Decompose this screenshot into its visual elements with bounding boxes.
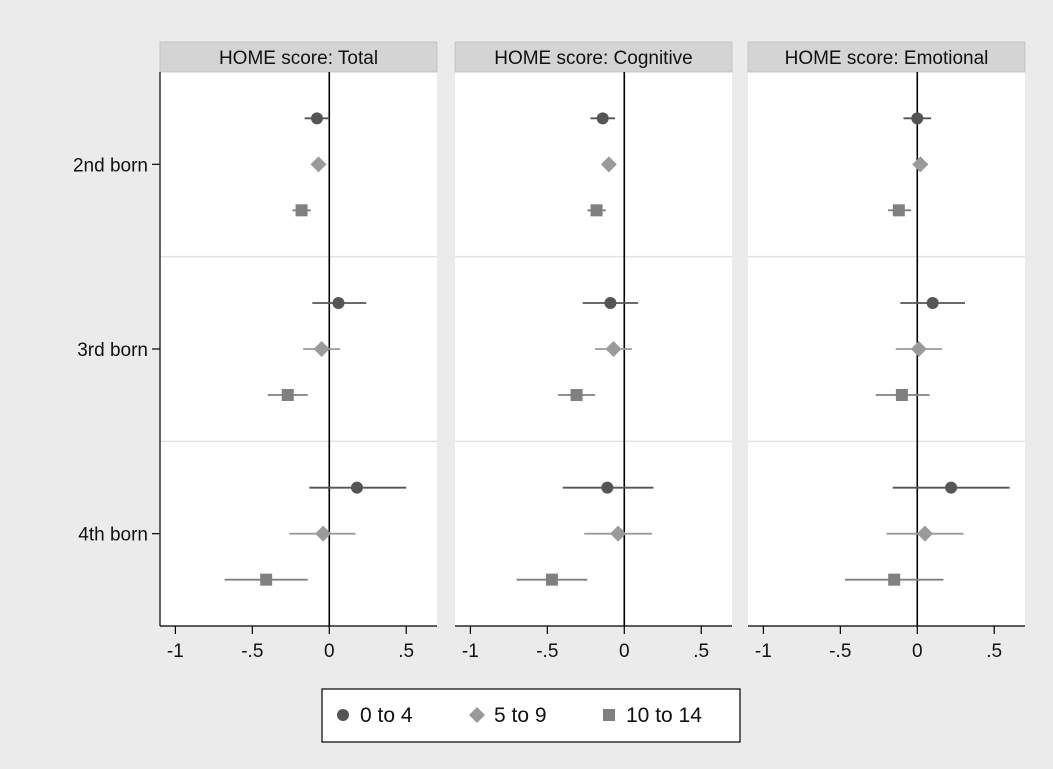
panel-1-4th-born-0-to-4-point — [350, 481, 363, 494]
legend-10-to-14-label: 10 to 14 — [626, 704, 702, 727]
panel-2-2nd-born-0-to-4-point — [596, 112, 609, 125]
panel-2-plot-area — [455, 72, 732, 626]
panel-2-x-tick-label: .5 — [693, 641, 709, 662]
panel-3: HOME score: Emotional -1 -.5 0 .5 — [747, 41, 1026, 662]
panel-2-x-tick-label: -1 — [462, 641, 479, 662]
legend-0-to-4-label: 0 to 4 — [360, 704, 413, 727]
panel-1: HOME score: Total -1 -.5 0 .5 2nd born 3rd bor… — [73, 41, 438, 662]
panel-3-2nd-born-5-to-9-point — [912, 156, 929, 173]
legend-10-to-14-marker — [603, 709, 615, 721]
panel-3-strip — [747, 41, 1026, 73]
panel-1-x-tick-label: -1 — [167, 641, 184, 662]
y-tick-label-4th-born: 4th born — [78, 525, 148, 546]
panel-1-x-tick-label: .5 — [398, 641, 414, 662]
panel-1-strip — [159, 41, 438, 73]
panel-3-4th-born-0-to-4-point — [945, 481, 958, 494]
panel-2-title: HOME score: Cognitive — [494, 48, 693, 69]
legend-0-to-4-marker — [337, 709, 349, 721]
panel-1-4th-born-10-to-14-point — [260, 573, 273, 586]
panel-1-2nd-born-0-to-4-point — [310, 112, 323, 125]
legend-box — [321, 688, 741, 743]
panel-2-4th-born-10-to-14-point — [545, 573, 558, 586]
panel-3-3rd-born-10-to-14-point — [895, 389, 908, 401]
panel-1-3rd-born-5-to-9-point — [313, 341, 330, 357]
panel-2-4th-born-0-to-4-point — [601, 481, 614, 494]
panel-2-4th-born-5-to-9-point — [610, 525, 627, 542]
y-tick-label-3rd-born: 3rd born — [77, 340, 148, 361]
panel-3-2nd-born-10-to-14-point — [892, 204, 905, 217]
panel-3-4th-born-10-to-14-point — [888, 573, 901, 586]
y-tick-label-2nd-born: 2nd born — [73, 155, 148, 176]
panel-1-3rd-born-0-to-4-point — [332, 297, 345, 309]
panel-1-2nd-born-5-to-9-point — [310, 156, 327, 173]
panel-3-x-tick-label: -1 — [755, 641, 772, 662]
panel-3-3rd-born-0-to-4-point — [926, 297, 939, 309]
panel-1-plot-area — [160, 72, 437, 626]
panel-2-x-tick-label: 0 — [619, 641, 630, 662]
panel-3-3rd-born-5-to-9-point — [910, 341, 927, 357]
panel-1-3rd-born-10-to-14-point — [281, 389, 294, 401]
panel-3-plot-area — [748, 72, 1025, 626]
panel-2-3rd-born-5-to-9-point — [605, 341, 622, 357]
panel-2-2nd-born-10-to-14-point — [590, 204, 603, 217]
panel-1-4th-born-5-to-9-point — [315, 525, 332, 542]
panel-3-x-tick-label: .5 — [986, 641, 1002, 662]
panel-2: HOME score: Cognitive -1 -.5 0 .5 — [454, 41, 733, 662]
panel-1-2nd-born-10-to-14-point — [295, 204, 308, 217]
panel-2-3rd-born-10-to-14-point — [570, 389, 583, 401]
panel-3-4th-born-5-to-9-point — [916, 525, 933, 542]
panel-3-2nd-born-0-to-4-point — [911, 112, 924, 125]
panel-1-title: HOME score: Total — [219, 48, 378, 69]
panel-3-x-tick-label: 0 — [912, 641, 923, 662]
panel-3-title: HOME score: Emotional — [785, 48, 989, 69]
panel-2-x-tick-label: -.5 — [536, 641, 558, 662]
legend: 0 to 4 5 to 9 10 to 14 — [321, 688, 741, 743]
panel-2-2nd-born-5-to-9-point — [600, 156, 617, 173]
panel-2-3rd-born-0-to-4-point — [604, 297, 617, 309]
panel-3-x-tick-label: -.5 — [829, 641, 851, 662]
legend-5-to-9-marker — [469, 707, 485, 723]
legend-5-to-9-label: 5 to 9 — [494, 704, 547, 727]
panel-2-strip — [454, 41, 733, 73]
panel-1-x-tick-label: -.5 — [241, 641, 263, 662]
panel-1-x-tick-label: 0 — [324, 641, 335, 662]
